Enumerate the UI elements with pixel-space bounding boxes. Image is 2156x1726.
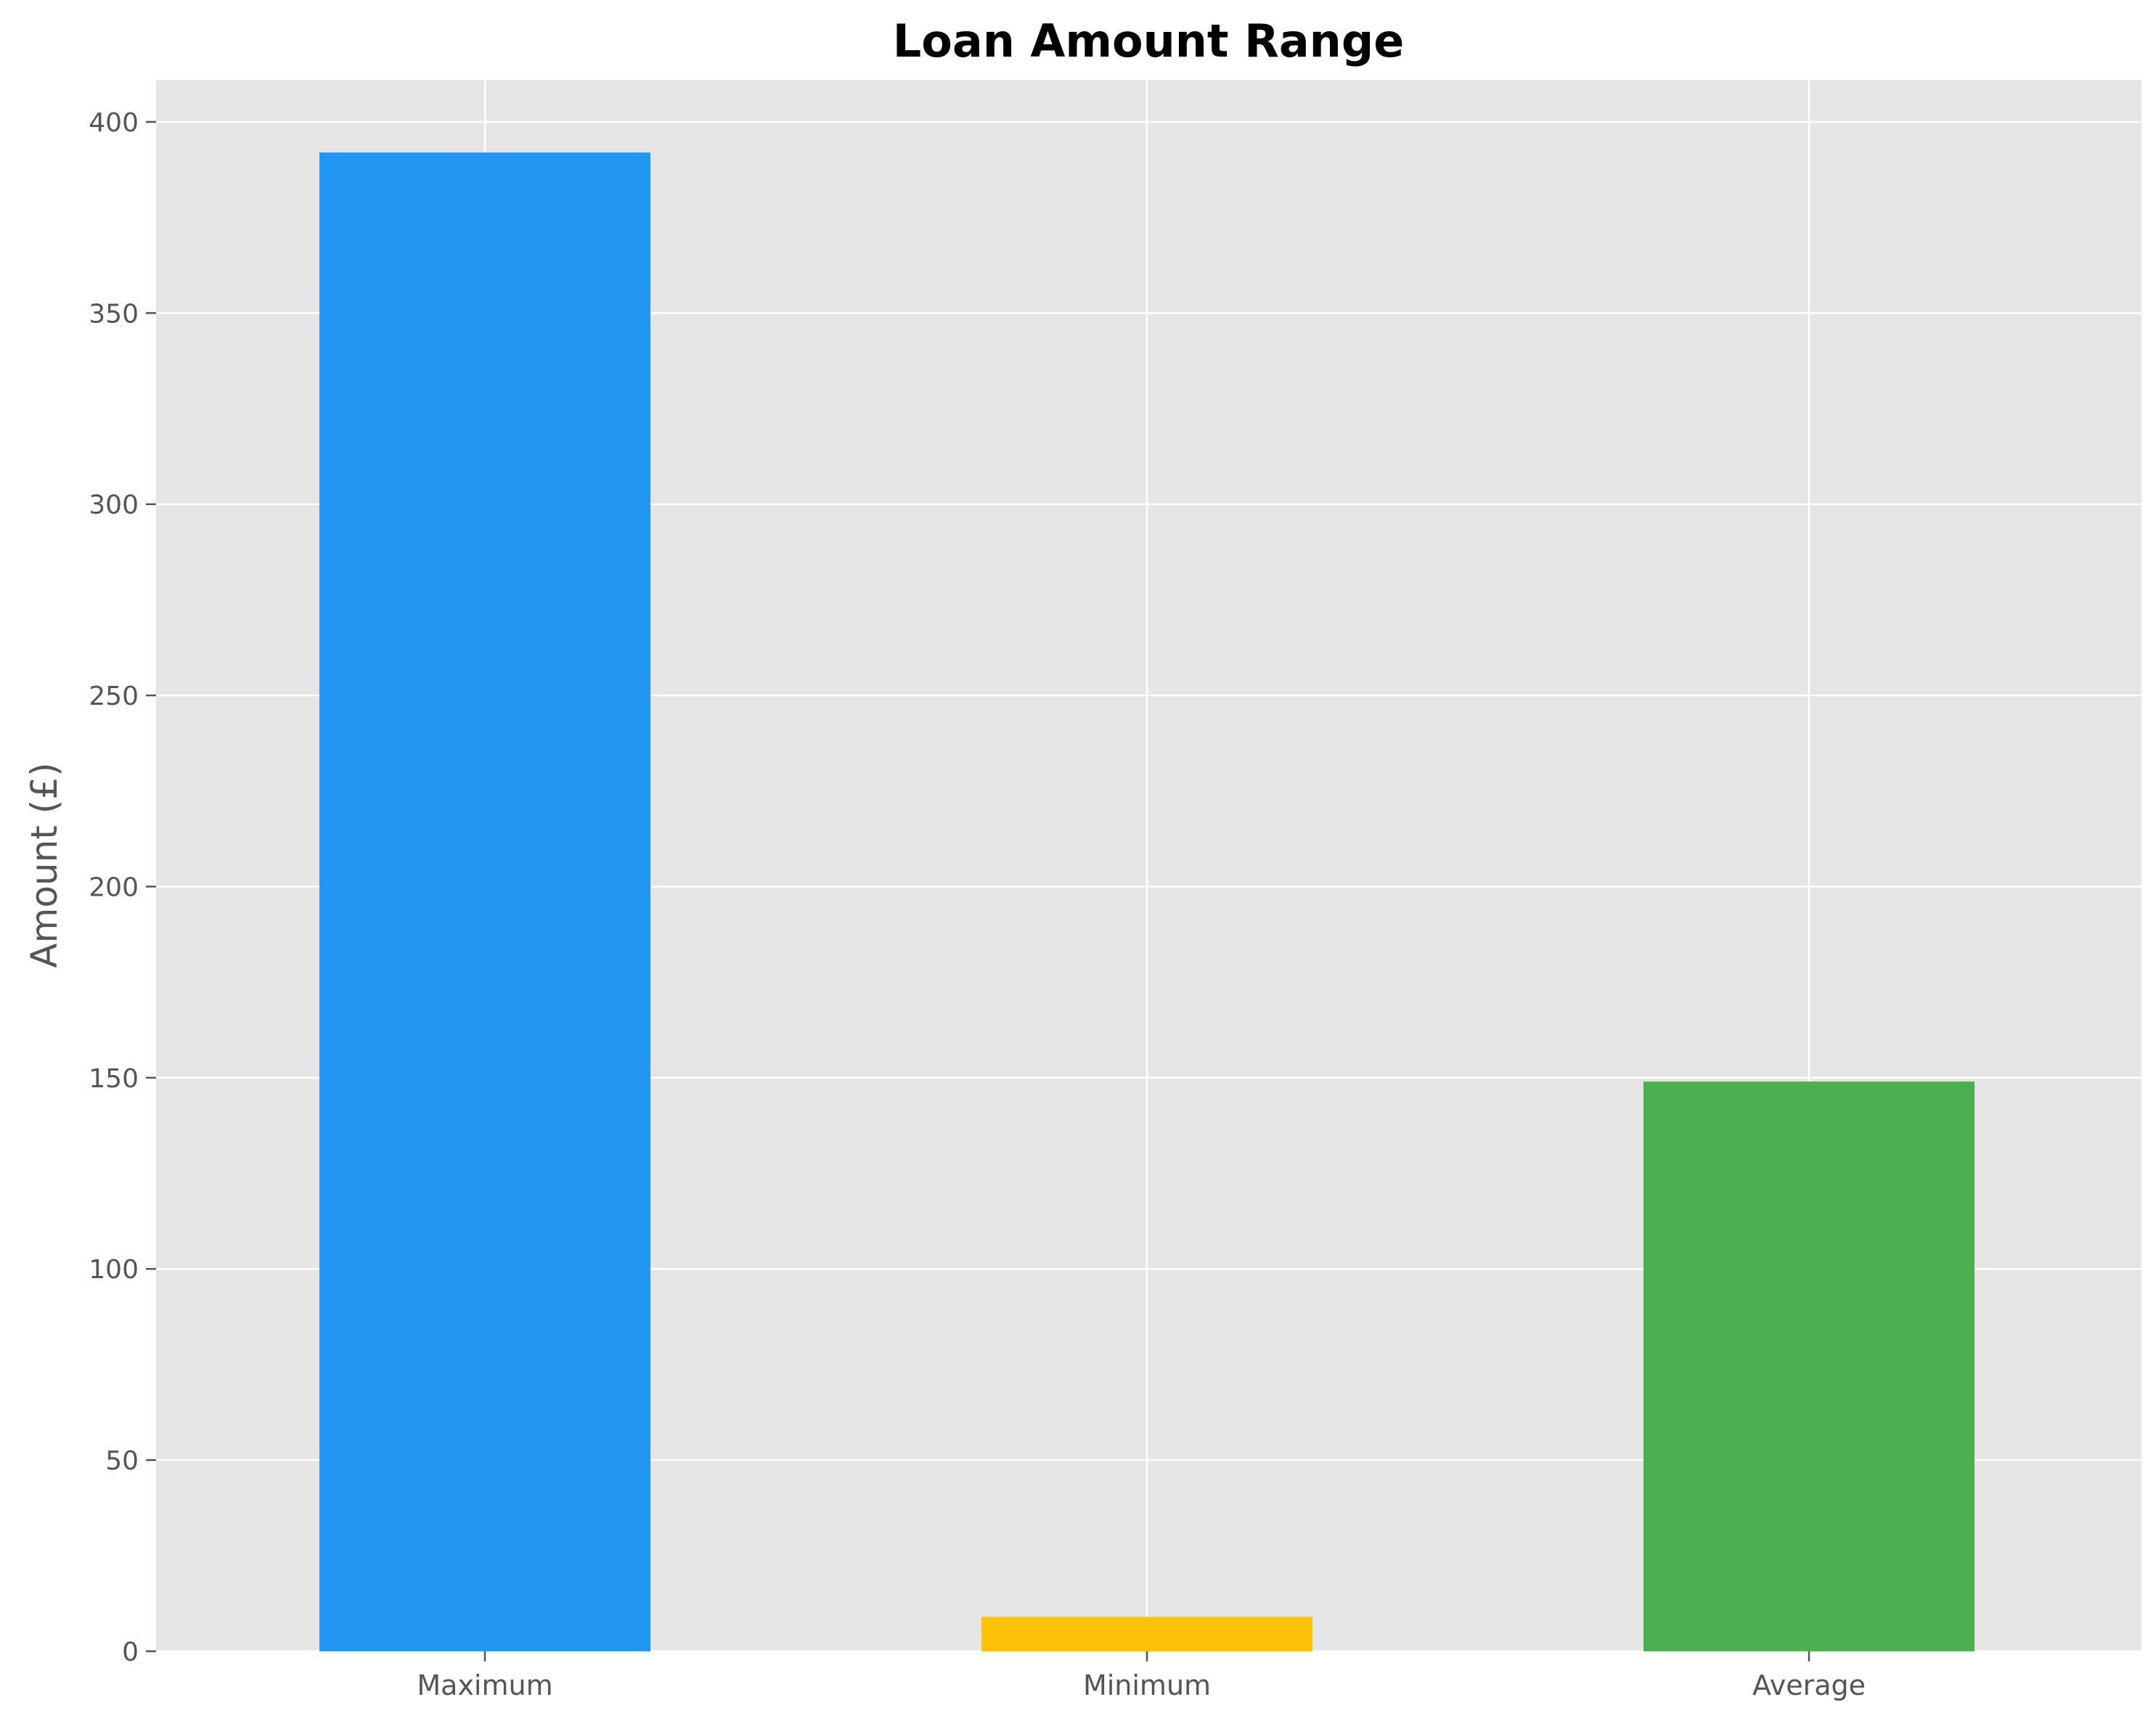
y-tick-label: 150 <box>89 1064 139 1094</box>
bar-minimum <box>981 1616 1312 1651</box>
bars <box>319 152 1975 1651</box>
y-axis: 0 50 100 150 200 250 300 350 400 <box>89 108 156 1667</box>
y-tick-label: 0 <box>122 1637 139 1667</box>
bar-maximum <box>319 152 650 1651</box>
x-tick-label: Maximum <box>417 1669 552 1701</box>
y-axis-label: Amount (£) <box>23 762 65 968</box>
y-tick-label: 250 <box>89 682 139 711</box>
bar-average <box>1643 1081 1975 1651</box>
chart-title: Loan Amount Range <box>893 15 1405 68</box>
y-tick-label: 300 <box>89 491 139 520</box>
y-tick-label: 50 <box>105 1447 139 1476</box>
x-tick-label: Minimum <box>1083 1669 1211 1701</box>
y-tick-label: 350 <box>89 299 139 329</box>
x-tick-label: Average <box>1752 1669 1866 1701</box>
y-tick-label: 200 <box>89 872 139 902</box>
y-tick-label: 400 <box>89 108 139 138</box>
y-tick-label: 100 <box>89 1255 139 1285</box>
x-axis: Maximum Minimum Average <box>417 1651 1866 1701</box>
